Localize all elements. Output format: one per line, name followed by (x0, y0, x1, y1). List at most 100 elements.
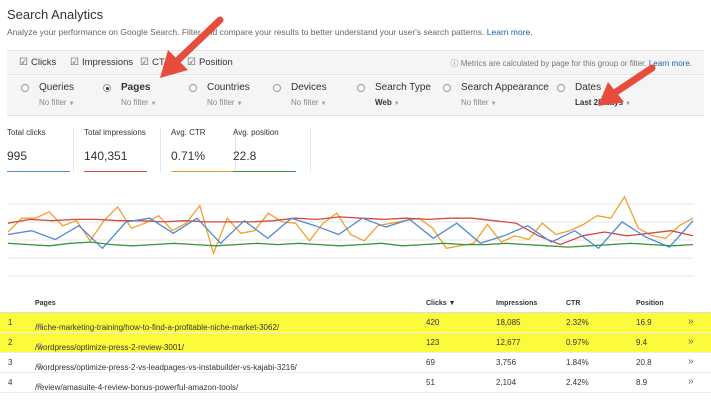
filter-label: Search Type (375, 82, 431, 93)
checkbox-checked-icon: ☑ (19, 57, 28, 68)
stat-name: Total clicks (7, 128, 46, 137)
radio-button[interactable] (443, 84, 451, 92)
filter-dropdown[interactable]: Last 28 days ▼ (575, 98, 631, 107)
table-row[interactable]: 2 /wordpress/optimize-press-2-review-300… (0, 333, 711, 353)
metrics-note: ⓘ Metrics are calculated by page for thi… (451, 58, 692, 69)
double-chevron-right-icon[interactable]: » (688, 316, 694, 327)
checkbox-checked-icon: ☑ (187, 57, 196, 68)
filter-dropdown[interactable]: No filter ▼ (121, 98, 157, 107)
radio-button[interactable] (189, 84, 197, 92)
radio-button[interactable] (103, 84, 111, 92)
checkbox-checked-icon: ☑ (140, 57, 149, 68)
divider (310, 128, 311, 172)
cell-impressions: 12,677 (496, 338, 521, 347)
caret-down-icon: ▼ (236, 101, 243, 107)
stat-value: 995 (7, 149, 28, 163)
stat-value: 0.71% (171, 149, 206, 163)
chart-series-line-3 (7, 241, 694, 248)
divider (160, 128, 161, 172)
filter-label: Dates (575, 82, 602, 93)
double-chevron-right-icon[interactable]: » (688, 336, 694, 347)
double-chevron-right-icon[interactable]: » (688, 356, 694, 367)
caret-down-icon: ▼ (320, 101, 327, 107)
page-subtitle: Analyze your performance on Google Searc… (7, 27, 533, 37)
divider (235, 128, 236, 172)
radio-button[interactable] (357, 84, 365, 92)
chart-series-line-2 (7, 217, 694, 250)
radio-button[interactable] (21, 84, 29, 92)
row-number: 4 (8, 378, 13, 387)
external-link-icon[interactable]: ⧉ (37, 323, 42, 330)
cell-clicks: 420 (426, 318, 440, 327)
cell-impressions: 18,085 (496, 318, 521, 327)
external-link-icon[interactable]: ⧉ (37, 343, 42, 350)
cell-impressions: 3,756 (496, 358, 517, 367)
cell-ctr: 2.42% (566, 378, 589, 387)
page-title: Search Analytics (7, 7, 104, 22)
impressions-checkbox[interactable]: ☑ Impressions (70, 57, 133, 68)
filter-dropdown[interactable]: No filter ▼ (207, 98, 243, 107)
stat-avg-ctr[interactable]: Avg. CTR 0.71% (171, 128, 234, 172)
stat-total-impressions[interactable]: Total impressions 140,351 (84, 128, 147, 172)
caret-down-icon: ▼ (625, 101, 631, 107)
external-link-icon[interactable]: ⧉ (37, 363, 42, 370)
annotation-arrow-dates (598, 64, 656, 106)
row-number: 1 (8, 318, 13, 327)
column-header-impressions[interactable]: Impressions (496, 300, 538, 307)
double-chevron-right-icon[interactable]: » (688, 376, 694, 387)
filter-dropdown[interactable]: No filter ▼ (461, 98, 497, 107)
position-checkbox[interactable]: ☑ Position (187, 57, 233, 68)
column-header-pages[interactable]: Pages (35, 300, 56, 307)
filter-label: Devices (291, 82, 327, 93)
filter-label: Search Appearance (461, 82, 549, 93)
radio-button[interactable] (273, 84, 281, 92)
cell-position: 16.9 (636, 318, 652, 327)
cell-ctr: 1.84% (566, 358, 589, 367)
table-row[interactable]: 3 /wordpress/optimize-press-2-vs-leadpag… (0, 353, 711, 373)
column-header-clicks[interactable]: Clicks ▼ (426, 300, 456, 307)
annotation-arrow-pages (160, 16, 224, 78)
checkbox-checked-icon: ☑ (70, 57, 79, 68)
chart-series-line-1 (7, 216, 694, 246)
table-header: Pages Clicks ▼ Impressions CTR Position (0, 296, 711, 313)
caret-down-icon: ▼ (393, 101, 400, 107)
filter-dropdown[interactable]: No filter ▼ (39, 98, 75, 107)
ctr-checkbox-label: CTR (151, 57, 172, 68)
stat-value: 22.8 (233, 149, 257, 163)
divider (73, 128, 74, 172)
metrics-bar: ☑ Clicks ☑ Impressions ☑ CTR ☑ Position … (7, 50, 704, 75)
stat-color-line (7, 171, 70, 172)
clicks-checkbox-label: Clicks (30, 57, 57, 68)
ctr-checkbox[interactable]: ☑ CTR (140, 57, 172, 68)
cell-position: 9.4 (636, 338, 648, 347)
stat-color-line (233, 171, 296, 172)
performance-line-chart (7, 195, 694, 277)
filter-label: Queries (39, 82, 75, 93)
cell-clicks: 69 (426, 358, 435, 367)
filter-dropdown[interactable]: Web ▼ (375, 98, 400, 107)
filter-dropdown[interactable]: No filter ▼ (291, 98, 327, 107)
table-row[interactable]: 4 /review/amasuite-4-review-bonus-powerf… (0, 373, 711, 393)
grouping-filter-bar: Queries No filter ▼ Pages No filter ▼ Coun… (7, 76, 704, 116)
table-row[interactable]: 1 /niche-marketing-training/how-to-find-… (0, 313, 711, 333)
stat-avg-position[interactable]: Avg. position 22.8 (233, 128, 296, 172)
caret-down-icon: ▼ (68, 101, 75, 107)
radio-button[interactable] (557, 84, 565, 92)
column-header-ctr[interactable]: CTR (566, 300, 581, 307)
chart-series-line-0 (7, 195, 694, 256)
cell-ctr: 0.97% (566, 338, 589, 347)
caret-down-icon: ▼ (150, 101, 157, 107)
stat-name: Total impressions (84, 128, 146, 137)
impressions-checkbox-label: Impressions (81, 57, 134, 68)
stat-value: 140,351 (84, 149, 128, 163)
stat-total-clicks[interactable]: Total clicks 995 (7, 128, 70, 172)
clicks-checkbox[interactable]: ☑ Clicks (19, 57, 56, 68)
stat-color-line (84, 171, 147, 172)
cell-impressions: 2,104 (496, 378, 517, 387)
filter-label: Pages (121, 82, 151, 93)
cell-clicks: 51 (426, 378, 435, 387)
learn-more-link[interactable]: Learn more. (486, 27, 533, 37)
external-link-icon[interactable]: ⧉ (37, 383, 42, 390)
metrics-learn-more-link[interactable]: Learn more. (648, 59, 692, 68)
column-header-position[interactable]: Position (636, 300, 664, 307)
